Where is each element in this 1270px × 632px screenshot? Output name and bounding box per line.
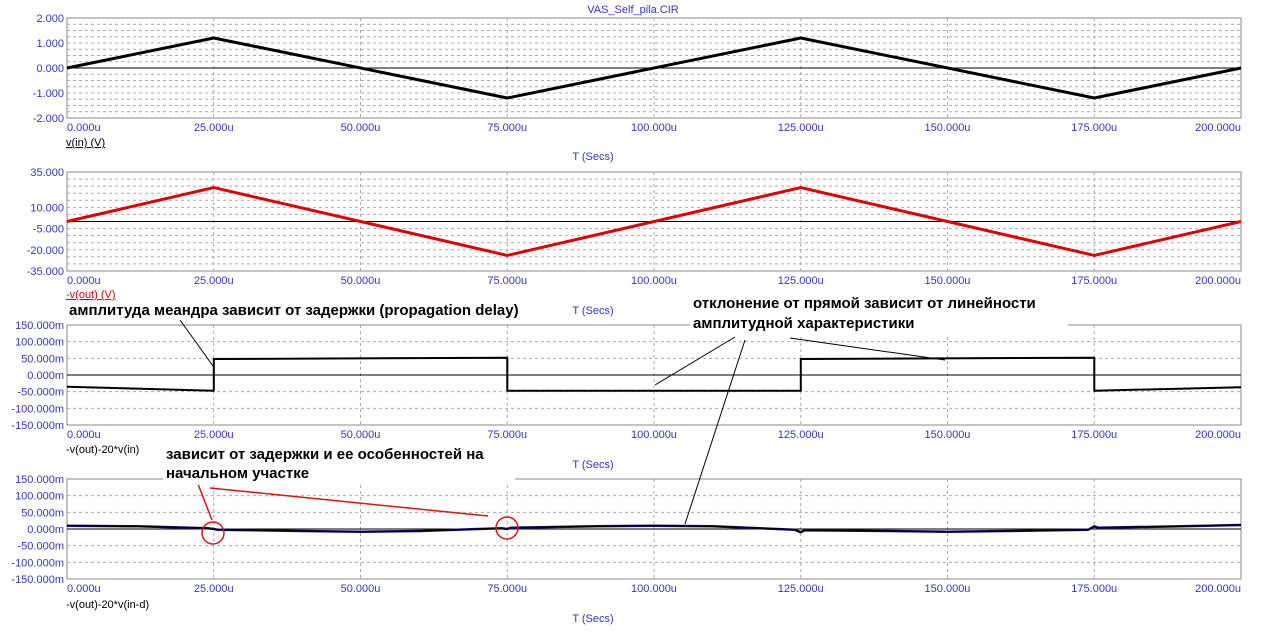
y-tick-label: -100.000m xyxy=(11,557,64,569)
y-tick-label: 10.000 xyxy=(30,202,64,214)
x-tick-label: 200.000u xyxy=(1195,429,1241,441)
x-tick-label: 150.000u xyxy=(925,583,971,595)
annotation-initial-section-line2: начальном участке xyxy=(166,465,309,482)
x-tick-label: 25.000u xyxy=(194,122,234,134)
leader-line-red xyxy=(209,487,489,517)
x-tick-label: 125.000u xyxy=(778,583,824,595)
trace-label-error-delayed: -v(out)-20*v(in-d) xyxy=(66,599,149,611)
annotations: амплитуда меандра зависит от задержки (p… xyxy=(66,294,1068,485)
highlight-circle xyxy=(201,521,225,545)
panel-vin: v(in) (V) T (Secs) 2.000 1.000 0.000 -1.000… xyxy=(33,13,1242,163)
leader-line-red xyxy=(197,483,213,521)
trace-label-vout: -v(out) (V) xyxy=(66,289,116,301)
y-tick-label: 35.000 xyxy=(30,167,64,179)
x-tick-label: 125.000u xyxy=(778,429,824,441)
x-tick-label: 0.000u xyxy=(67,583,101,595)
x-tick-label: 75.000u xyxy=(487,122,527,134)
x-tick-label: 25.000u xyxy=(194,583,234,595)
leader-line xyxy=(654,336,736,386)
x-tick-label: 0.000u xyxy=(67,429,101,441)
series-line xyxy=(66,186,1242,257)
y-tick-label: 1.000 xyxy=(36,38,64,50)
x-tick-label: 150.000u xyxy=(925,122,971,134)
panel-error: -v(out)-20*v(in) T (Secs) 150.000m 100.00… xyxy=(11,320,1242,471)
x-tick-label: 25.000u xyxy=(194,429,234,441)
panel-vout: -v(out) (V) T (Secs) 35.000 10.000 -5.000 -… xyxy=(27,167,1242,317)
x-tick-label: 50.000u xyxy=(341,583,381,595)
x-tick-label: 50.000u xyxy=(341,122,381,134)
y-tick-label: 150.000m xyxy=(15,474,64,486)
x-axis-label: T (Secs) xyxy=(572,613,613,625)
x-tick-label: 50.000u xyxy=(341,275,381,287)
x-tick-label: 175.000u xyxy=(1071,122,1117,134)
y-tick-label: 50.000m xyxy=(21,353,64,365)
x-tick-label: 150.000u xyxy=(925,429,971,441)
x-tick-label: 75.000u xyxy=(487,583,527,595)
window-title: VAS_Self_pila.CIR xyxy=(587,4,679,16)
y-tick-label: -50.000m xyxy=(18,541,64,553)
x-tick-label: 0.000u xyxy=(67,275,101,287)
annotation-linearity-line2: амплитудной характеристики xyxy=(693,315,914,332)
trace-label-vin: v(in) (V) xyxy=(66,137,105,149)
panel-error-delayed: -v(out)-20*v(in-d) T (Secs) 150.000m 100.… xyxy=(11,474,1242,625)
x-tick-label: 100.000u xyxy=(631,275,677,287)
leader-line xyxy=(179,319,214,367)
y-tick-label: 50.000m xyxy=(21,507,64,519)
annotation-leaders xyxy=(179,319,946,545)
x-tick-label: 75.000u xyxy=(487,429,527,441)
x-axis-label: T (Secs) xyxy=(572,151,613,163)
x-tick-label: 175.000u xyxy=(1071,583,1117,595)
x-tick-label: 200.000u xyxy=(1195,122,1241,134)
x-tick-label: 100.000u xyxy=(631,583,677,595)
y-tick-label: -35.000 xyxy=(27,266,64,278)
y-tick-label: -1.000 xyxy=(33,88,64,100)
x-tick-label: 175.000u xyxy=(1071,275,1117,287)
x-tick-label: 25.000u xyxy=(194,275,234,287)
series-line xyxy=(66,356,1242,392)
x-tick-label: 75.000u xyxy=(487,275,527,287)
annotation-linearity-line1: отклонение от прямой зависит от линейнос… xyxy=(693,295,1036,312)
x-tick-label: 200.000u xyxy=(1195,275,1241,287)
y-tick-label: 0.000m xyxy=(27,524,64,536)
highlight-circle xyxy=(495,516,519,540)
y-tick-label: 0.000 xyxy=(36,63,64,75)
y-tick-label: 150.000m xyxy=(15,320,64,332)
y-tick-label: -20.000 xyxy=(27,245,64,257)
x-tick-label: 100.000u xyxy=(631,429,677,441)
x-tick-label: 150.000u xyxy=(925,275,971,287)
leader-line xyxy=(789,337,946,361)
x-tick-label: 100.000u xyxy=(631,122,677,134)
y-tick-label: 0.000m xyxy=(27,370,64,382)
leader-line xyxy=(684,339,746,525)
y-tick-label: -150.000m xyxy=(11,574,64,586)
y-tick-label: -100.000m xyxy=(11,403,64,415)
x-tick-label: 0.000u xyxy=(67,122,101,134)
x-axis-label: T (Secs) xyxy=(572,459,613,471)
x-tick-label: 125.000u xyxy=(778,122,824,134)
y-tick-label: 2.000 xyxy=(36,13,64,25)
annotation-initial-section-line1: зависит от задержки и ее особенностей на xyxy=(166,446,484,463)
trace-label-error: -v(out)-20*v(in) xyxy=(66,444,139,456)
annotation-propagation-delay: амплитуда меандра зависит от задержки (p… xyxy=(69,302,519,319)
y-tick-label: -50.000m xyxy=(18,387,64,399)
y-tick-label: 100.000m xyxy=(15,491,64,503)
x-tick-label: 125.000u xyxy=(778,275,824,287)
y-tick-label: 100.000m xyxy=(15,337,64,349)
x-tick-label: 200.000u xyxy=(1195,583,1241,595)
series-line-overlay xyxy=(66,524,1242,534)
y-tick-label: -150.000m xyxy=(11,420,64,432)
x-tick-label: 175.000u xyxy=(1071,429,1117,441)
y-tick-label: -5.000 xyxy=(33,224,64,236)
x-tick-label: 50.000u xyxy=(341,429,381,441)
series-line xyxy=(66,36,1242,100)
y-tick-label: -2.000 xyxy=(33,113,64,125)
x-axis-label: T (Secs) xyxy=(572,305,613,317)
